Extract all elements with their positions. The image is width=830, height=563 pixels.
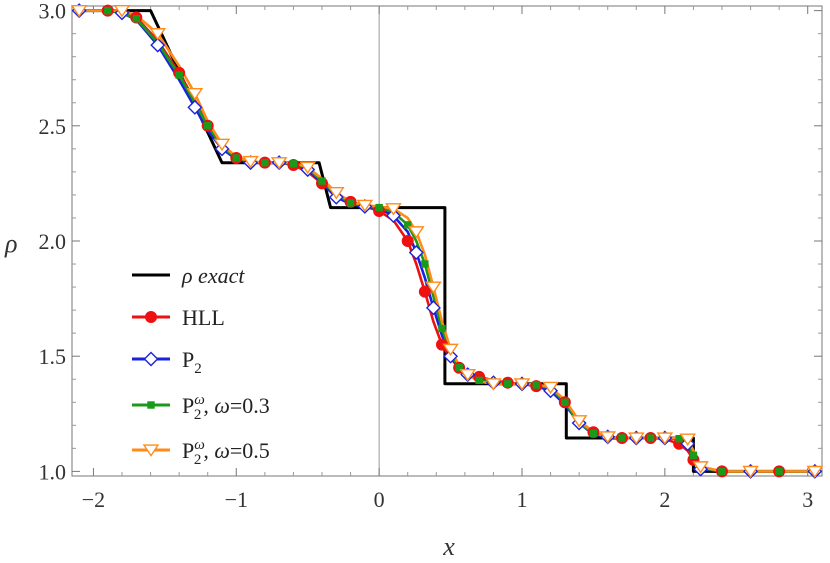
data-point (742, 465, 759, 479)
plot-area (70, 3, 824, 479)
legend: ρ exact HLL P2 Pω 2, ω=0.3 Pω 2, ω=0.5 (132, 263, 270, 468)
legend-label: P2 (182, 347, 202, 377)
legend-swatch-marker (142, 444, 160, 457)
legend-swatch-marker (145, 311, 157, 323)
legend-label: ρ exact (181, 263, 245, 288)
data-point (618, 434, 626, 442)
data-point (213, 138, 231, 152)
data-point (459, 369, 477, 382)
data-point (418, 285, 431, 298)
data-point (242, 155, 259, 169)
data-point (385, 203, 402, 216)
data-point (289, 160, 298, 168)
y-tick-label: 2.5 (39, 114, 67, 139)
legend-entry: HLL (132, 305, 225, 330)
data-point (561, 398, 569, 406)
data-point (679, 433, 697, 446)
data-point (656, 432, 674, 445)
y-tick-label: 1.5 (39, 344, 67, 369)
data-point (186, 87, 204, 101)
data-point (104, 6, 112, 15)
data-point (513, 378, 531, 391)
data-point (504, 380, 512, 388)
data-point (599, 431, 617, 444)
data-point (806, 465, 824, 479)
data-point (425, 300, 441, 316)
x-tick-label: −2 (82, 487, 105, 512)
legend-label: Pω 2, ω=0.3 (182, 392, 270, 423)
data-point (187, 99, 203, 115)
data-point (327, 187, 345, 200)
data-point (113, 5, 131, 18)
y-axis-label: ρ (4, 229, 17, 258)
data-point (408, 245, 424, 261)
data-point (261, 158, 269, 167)
data-point (299, 161, 317, 175)
legend-swatch-marker (143, 351, 159, 367)
data-point (232, 154, 240, 162)
data-point (442, 343, 459, 357)
y-tick-label: 2.0 (39, 229, 67, 254)
data-point (385, 208, 401, 224)
legend-label: Pω 2, ω=0.5 (182, 437, 270, 468)
legend-label: HLL (182, 305, 225, 330)
legend-entry: Pω 2, ω=0.3 (132, 392, 270, 423)
legend-swatch-marker (147, 401, 155, 409)
data-point (132, 14, 140, 23)
legend-entry: ρ exact (132, 263, 245, 288)
data-point (356, 199, 374, 213)
y-tick-label: 3.0 (39, 0, 67, 24)
x-axis-label: x (442, 532, 455, 561)
legend-entry: P2 (132, 347, 202, 377)
data-point (149, 28, 167, 41)
data-point (570, 415, 588, 428)
x-tick-label: 2 (659, 487, 670, 512)
data-point (475, 376, 483, 385)
data-point (689, 451, 698, 459)
data-point (270, 157, 288, 170)
data-point (375, 203, 383, 212)
data-point (532, 381, 540, 389)
data-point (455, 364, 463, 372)
data-point (542, 381, 559, 395)
x-tick-label: 1 (517, 487, 528, 512)
data-point (692, 461, 709, 474)
data-point (318, 177, 326, 185)
data-point (421, 260, 429, 268)
y-tick-label: 1.0 (39, 459, 67, 484)
data-point (150, 37, 166, 53)
data-point (346, 199, 355, 207)
data-point (438, 324, 446, 333)
data-point (401, 235, 414, 247)
x-tick-label: 0 (374, 487, 385, 512)
data-point (443, 348, 459, 364)
x-tick-label: −1 (225, 487, 248, 512)
data-point (425, 281, 442, 294)
data-point (485, 378, 502, 391)
data-point (627, 432, 645, 445)
legend-entry: Pω 2, ω=0.5 (132, 437, 270, 468)
data-point (675, 434, 683, 443)
data-point (407, 226, 425, 239)
data-point (175, 71, 183, 79)
x-tick-label: 3 (802, 487, 813, 512)
data-point (404, 221, 412, 229)
markers-3 (104, 6, 783, 476)
data-point (204, 122, 212, 130)
data-point (589, 429, 598, 438)
data-point (718, 467, 726, 476)
data-point (775, 467, 783, 476)
data-point (70, 5, 88, 18)
data-point (646, 434, 655, 442)
markers-4 (70, 5, 824, 479)
